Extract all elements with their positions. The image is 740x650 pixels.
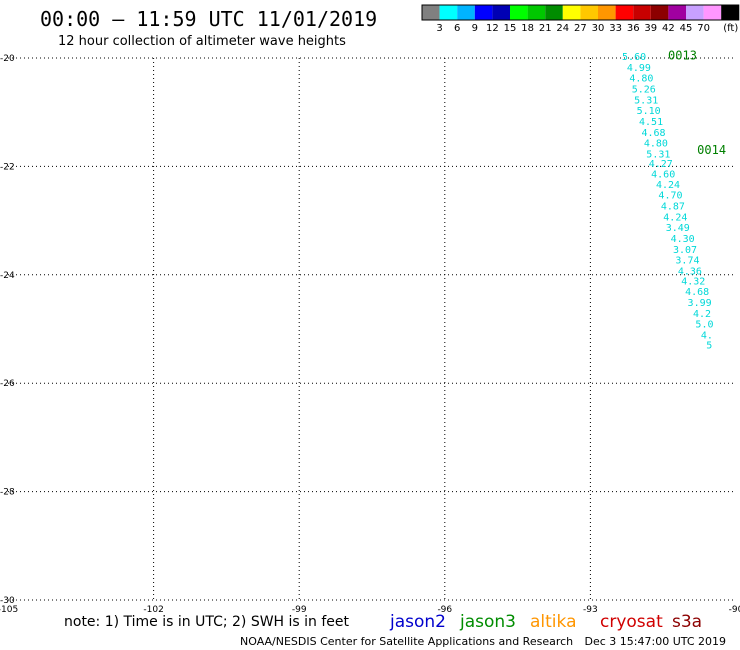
legend-label: 12	[486, 23, 499, 34]
legend-swatch	[439, 5, 458, 20]
latitude-label: -30	[0, 596, 15, 606]
legend-label: 18	[521, 23, 534, 34]
wave-height-value: 5.0	[695, 320, 713, 331]
wave-height-value: 4.68	[685, 287, 709, 298]
legend-label: 24	[556, 23, 569, 34]
legend-label: 3	[436, 23, 442, 34]
legend-swatch	[422, 5, 440, 20]
latitude-label: -26	[0, 379, 15, 389]
wave-height-value: 4.60	[651, 170, 675, 181]
color-legend: 3 6 9 12 15 18 21 24 27 30 33 36 39 42 45 70 (ft)	[421, 4, 740, 34]
legend-swatch	[527, 5, 546, 20]
legend-swatch	[510, 5, 528, 20]
satellite-name: s3a	[672, 612, 702, 632]
map-grid: -105 -102 -99 -96 -93 -90 -20 -22 -24 -26 -28 -30	[0, 54, 740, 615]
wave-height-value: 4.99	[627, 63, 651, 74]
wave-height-value: 5.31	[634, 95, 658, 106]
wave-height-value: 3.74	[675, 256, 699, 267]
legend-swatch	[474, 5, 493, 20]
footer-credit: NOAA/NESDIS Center for Satellite Applica…	[240, 635, 573, 648]
legend-label: 33	[609, 23, 622, 34]
page-title: 00:00 – 11:59 UTC 11/01/2019	[40, 7, 377, 31]
legend-label: 15	[504, 23, 517, 34]
wave-height-value: 5.26	[632, 84, 656, 95]
page-subtitle: 12 hour collection of altimeter wave hei…	[58, 34, 346, 49]
legend-swatch	[545, 5, 563, 20]
legend-swatch	[492, 5, 510, 20]
legend-swatch	[580, 5, 598, 20]
latitude-label: -22	[0, 162, 15, 172]
longitude-label: -105	[0, 605, 18, 615]
wave-height-value: 4.27	[649, 159, 673, 170]
satellite-name: cryosat	[600, 612, 663, 632]
satellite-legend: jason2 jason3 altika cryosat s3a	[389, 612, 702, 632]
legend-label: 6	[454, 23, 460, 34]
wave-height-value: 4.51	[639, 117, 663, 128]
legend-swatch	[721, 5, 739, 20]
legend-unit: (ft)	[723, 23, 738, 34]
wave-height-value: 5.10	[637, 106, 661, 117]
wave-height-value: 3.99	[688, 298, 712, 309]
wave-height-value: 4.68	[641, 128, 665, 139]
wave-height-value: 3.07	[673, 245, 697, 256]
wave-height-value: 5.31	[646, 149, 670, 160]
legend-label: 27	[574, 23, 587, 34]
wave-height-value: 4.36	[678, 267, 702, 278]
track-labels: 0013 0014	[668, 48, 726, 157]
wave-height-value: 4.70	[658, 191, 682, 202]
legend-label: 70	[697, 23, 710, 34]
footer-note: note: 1) Time is in UTC; 2) SWH is in fe…	[64, 614, 350, 630]
wave-height-value: 3.49	[666, 223, 690, 234]
legend-label: 42	[662, 23, 675, 34]
legend-swatch	[562, 5, 581, 20]
longitude-label: -93	[583, 605, 598, 615]
legend-swatch	[650, 5, 669, 20]
legend-swatch	[598, 5, 616, 20]
longitude-label: -96	[437, 605, 452, 615]
wave-height-value: 4.	[701, 331, 713, 342]
satellite-name: jason3	[459, 612, 516, 632]
legend-label: 9	[472, 23, 478, 34]
legend-frame	[421, 4, 740, 21]
legend-swatch	[686, 5, 704, 20]
legend-swatch	[615, 5, 634, 20]
legend-label: 21	[539, 23, 552, 34]
legend-label: 30	[592, 23, 605, 34]
wave-height-value: 4.30	[671, 234, 695, 245]
wave-height-value: 5	[706, 340, 712, 351]
legend-label: 36	[627, 23, 640, 34]
satellite-name: jason2	[389, 612, 446, 632]
wave-height-value: 4.87	[661, 202, 685, 213]
legend-swatch	[703, 5, 722, 20]
wave-height-value: 4.80	[644, 139, 668, 150]
longitude-label: -99	[292, 605, 307, 615]
track-id-label: 0014	[697, 143, 726, 157]
latitude-label: -28	[0, 488, 15, 498]
longitude-label: -102	[143, 605, 163, 615]
wave-height-value: 4.24	[656, 180, 680, 191]
wave-height-value: 5.60	[622, 52, 646, 63]
satellite-name: altika	[530, 612, 577, 632]
legend-swatch	[457, 5, 475, 20]
latitude-label: -24	[0, 271, 15, 281]
wave-height-points: 5.604.994.805.265.315.104.514.684.805.31…	[622, 52, 713, 351]
latitude-label: -20	[0, 54, 15, 64]
legend-label: 39	[644, 23, 657, 34]
track-id-label: 0013	[668, 48, 697, 62]
legend-swatch	[668, 5, 686, 20]
footer-timestamp: Dec 3 15:47:00 UTC 2019	[585, 635, 726, 648]
wave-height-value: 4.80	[629, 74, 653, 85]
wave-height-value: 4.2	[693, 309, 711, 320]
legend-swatch	[633, 5, 651, 20]
wave-height-value: 4.24	[663, 212, 687, 223]
wave-height-value: 4.32	[681, 276, 705, 287]
longitude-label: -90	[729, 605, 740, 615]
legend-label: 45	[680, 23, 693, 34]
